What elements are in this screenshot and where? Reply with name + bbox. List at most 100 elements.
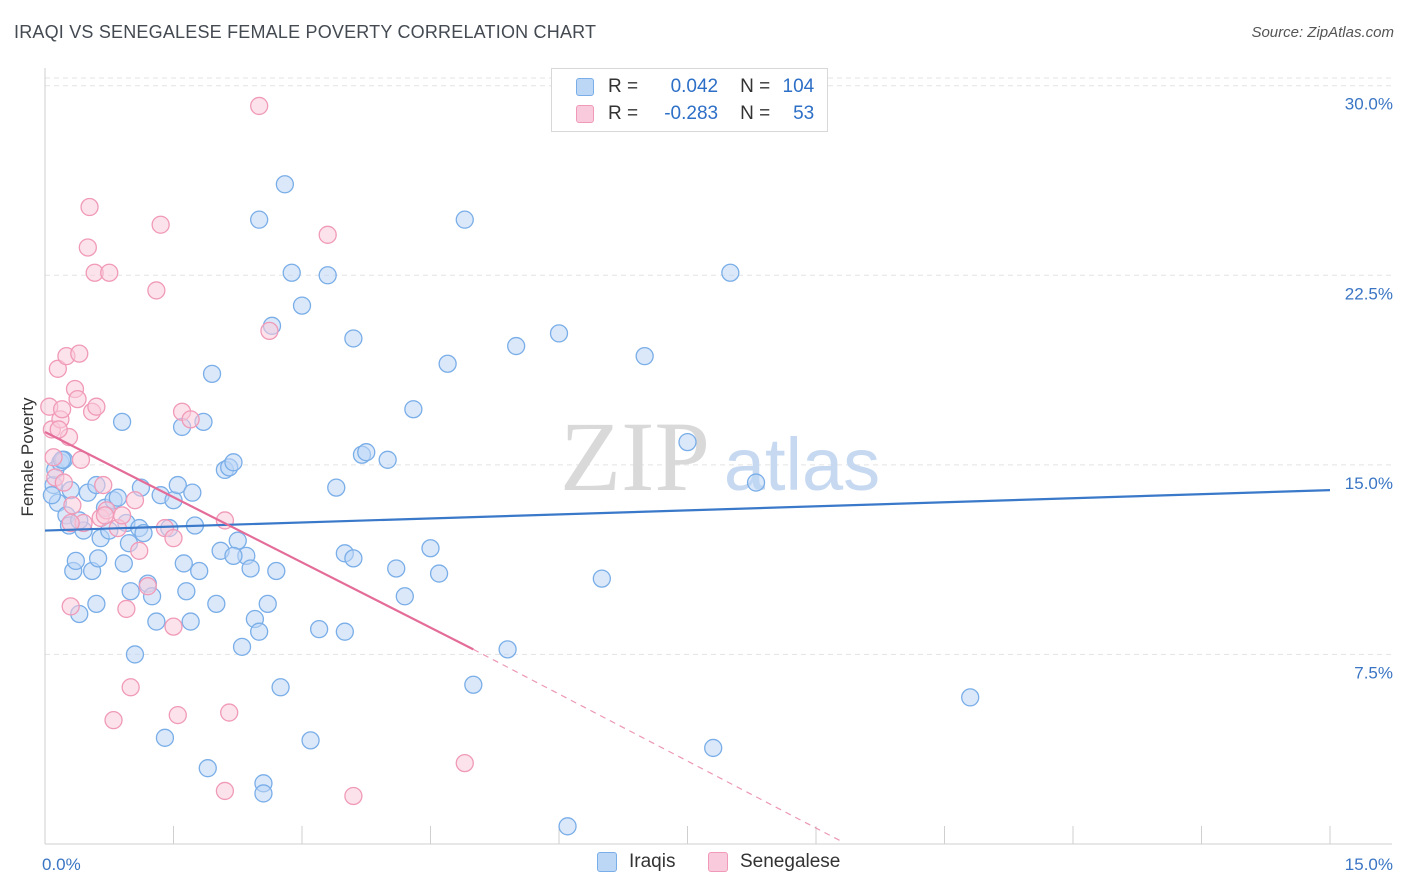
point-iraqis — [112, 412, 132, 432]
point-senegalese — [61, 597, 80, 616]
point-iraqis — [558, 817, 577, 836]
point-senegalese — [121, 678, 140, 697]
point-iraqis — [357, 443, 376, 462]
point-iraqis — [455, 210, 474, 229]
trend-line-senegalese — [44, 431, 474, 651]
point-iraqis — [114, 554, 133, 573]
point-senegalese — [44, 448, 63, 467]
point-iraqis — [66, 551, 85, 571]
point-iraqis — [275, 175, 295, 194]
point-iraqis — [134, 523, 153, 543]
point-iraqis — [404, 400, 423, 419]
legend-n-label: N = — [740, 103, 771, 124]
point-senegalese — [52, 400, 72, 419]
point-iraqis — [254, 784, 273, 803]
stats-legend: R = 0.042 N = 104 R = -0.283 N = 53 — [551, 68, 828, 132]
point-iraqis — [181, 612, 200, 631]
point-senegalese — [130, 541, 149, 560]
point-iraqis — [87, 594, 106, 614]
point-senegalese — [78, 238, 97, 257]
series-legend-label-senegalese: Senegalese — [740, 851, 841, 872]
point-senegalese — [164, 528, 183, 548]
point-iraqis — [429, 564, 449, 583]
point-iraqis — [42, 486, 62, 505]
point-iraqis — [155, 728, 175, 747]
legend-swatch-iraqis — [576, 78, 594, 96]
legend-r-label: R = — [608, 103, 639, 124]
point-iraqis — [174, 554, 193, 573]
trend-line-iraqis — [44, 489, 1331, 532]
legend-row-senegalese: R = -0.283 N = 53 — [576, 101, 814, 127]
point-senegalese — [344, 786, 363, 806]
point-iraqis — [125, 645, 145, 664]
point-iraqis — [271, 678, 290, 697]
legend-r-value: -0.283 — [664, 103, 719, 124]
trend-line-extension-senegalese — [473, 648, 842, 843]
point-iraqis — [378, 450, 397, 469]
point-iraqis — [507, 336, 526, 356]
point-senegalese — [70, 344, 89, 363]
series-senegalese-points — [40, 96, 474, 806]
point-iraqis — [202, 364, 222, 384]
point-iraqis — [704, 738, 723, 758]
series-legend-swatch-senegalese — [708, 852, 728, 872]
point-senegalese — [100, 263, 119, 282]
point-senegalese — [168, 705, 187, 725]
point-senegalese — [138, 577, 157, 596]
point-iraqis — [292, 296, 312, 315]
point-iraqis — [438, 354, 457, 373]
point-senegalese — [125, 491, 145, 510]
legend-swatch-senegalese — [576, 105, 594, 123]
point-iraqis — [395, 587, 414, 606]
point-senegalese — [181, 410, 200, 429]
point-senegalese — [48, 359, 67, 378]
point-senegalese — [220, 703, 239, 722]
point-senegalese — [147, 281, 166, 300]
y-axis-label: Female Poverty — [18, 397, 37, 517]
legend-r-label: R = — [608, 76, 639, 97]
point-iraqis — [282, 263, 301, 282]
point-iraqis — [678, 432, 697, 452]
series-legend-label-iraqis: Iraqis — [629, 851, 676, 872]
point-iraqis — [746, 473, 766, 492]
point-iraqis — [250, 210, 269, 229]
point-senegalese — [94, 475, 113, 495]
point-iraqis — [250, 622, 269, 641]
watermark: ZIP atlas — [560, 401, 880, 512]
axes — [44, 68, 1392, 845]
point-iraqis — [309, 619, 329, 639]
point-iraqis — [267, 561, 286, 581]
x-tick-label: 15.0% — [1345, 855, 1393, 874]
point-iraqis — [228, 531, 247, 550]
point-iraqis — [421, 539, 440, 558]
point-iraqis — [207, 594, 226, 614]
point-senegalese — [63, 496, 82, 515]
point-iraqis — [318, 266, 337, 285]
x-tick-label: 0.0% — [42, 855, 81, 874]
y-tick-label: 30.0% — [1345, 95, 1393, 114]
point-iraqis — [387, 559, 406, 578]
point-iraqis — [241, 559, 260, 578]
series-legend: Iraqis Senegalese — [0, 851, 1406, 877]
y-tick-label: 15.0% — [1345, 474, 1393, 493]
point-iraqis — [198, 759, 217, 778]
chart-title: IRAQI VS SENEGALESE FEMALE POVERTY CORRE… — [14, 22, 597, 42]
point-iraqis — [224, 453, 243, 472]
legend-n-value: 53 — [793, 103, 815, 124]
point-iraqis — [549, 324, 569, 343]
point-senegalese — [87, 397, 106, 416]
point-iraqis — [258, 594, 277, 614]
point-senegalese — [104, 710, 123, 730]
point-iraqis — [327, 478, 346, 497]
watermark-zip: ZIP — [560, 401, 710, 512]
tick-labels: 7.5% 15.0% 22.5% 30.0% 0.0% 15.0% — [42, 95, 1393, 874]
point-senegalese — [54, 473, 73, 492]
point-senegalese — [112, 506, 132, 525]
point-senegalese — [95, 506, 115, 525]
point-iraqis — [344, 329, 363, 348]
point-iraqis — [961, 688, 980, 707]
point-iraqis — [344, 549, 363, 568]
point-iraqis — [121, 582, 140, 601]
legend-n-label: N = — [740, 76, 771, 97]
